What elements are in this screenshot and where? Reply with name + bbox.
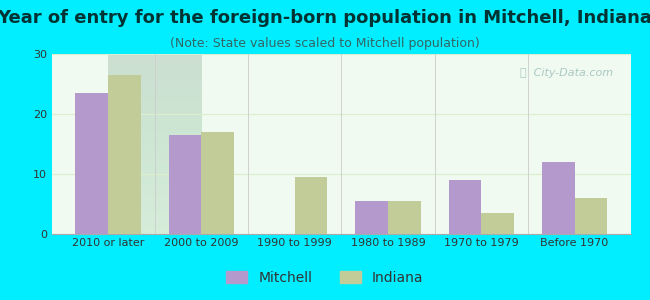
Bar [448, 180, 481, 234]
Bar [388, 201, 421, 234]
Text: (Note: State values scaled to Mitchell population): (Note: State values scaled to Mitchell p… [170, 38, 480, 50]
Bar [575, 198, 607, 234]
Text: ⓘ  City-Data.com: ⓘ City-Data.com [520, 68, 613, 78]
Bar [356, 201, 388, 234]
Text: Year of entry for the foreign-born population in Mitchell, Indiana: Year of entry for the foreign-born popul… [0, 9, 650, 27]
Bar [108, 75, 140, 234]
Bar [168, 135, 202, 234]
Bar [542, 162, 575, 234]
Bar [294, 177, 327, 234]
Bar [75, 93, 108, 234]
Bar [481, 213, 514, 234]
Bar [202, 132, 234, 234]
Legend: Mitchell, Indiana: Mitchell, Indiana [221, 265, 429, 290]
